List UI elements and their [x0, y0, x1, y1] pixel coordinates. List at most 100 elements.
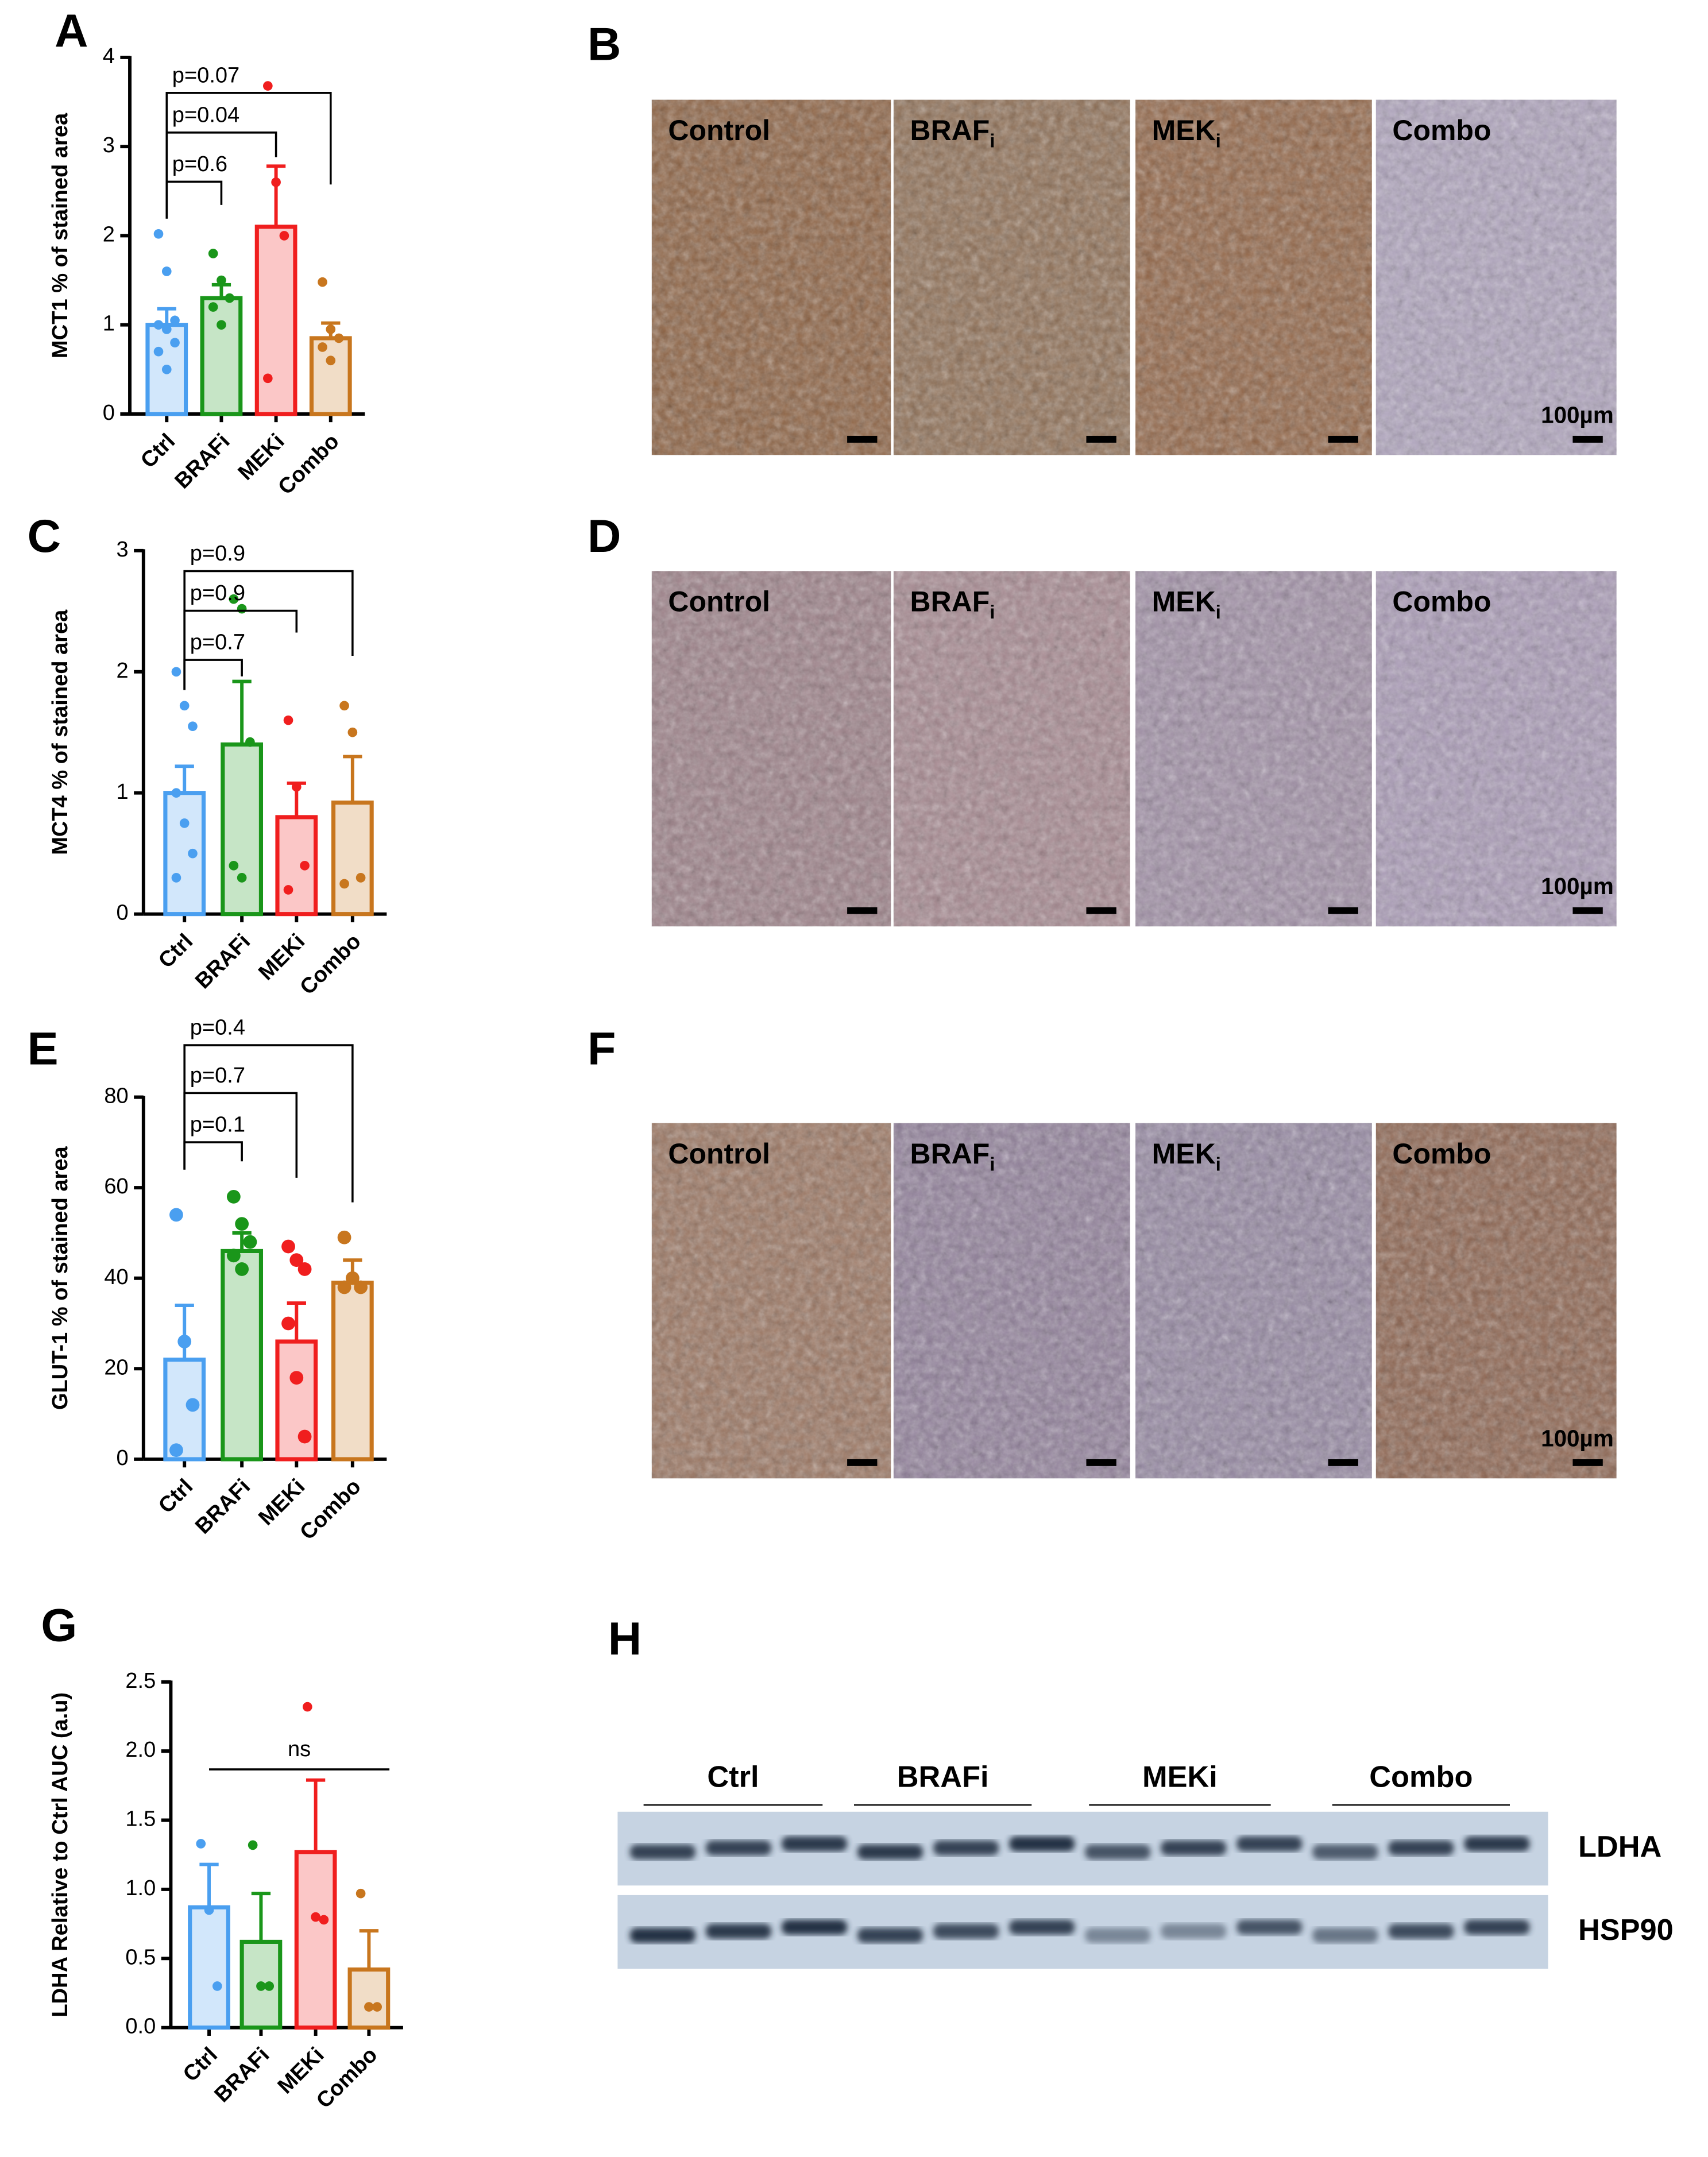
y-tick-label: 1.5	[125, 1807, 156, 1831]
blot-band	[1161, 1840, 1227, 1856]
scale-bar	[1086, 907, 1116, 914]
bar	[163, 1358, 206, 1462]
y-tick-label: 3	[116, 538, 128, 562]
data-point	[235, 1262, 249, 1276]
scale-bar	[1572, 435, 1603, 443]
data-point	[169, 1443, 183, 1458]
image-label: MEKi	[1152, 1138, 1221, 1175]
image-label-text: BRAF	[910, 1138, 990, 1170]
bar	[163, 791, 206, 917]
micrograph-texture	[1375, 99, 1617, 455]
blot-band	[1009, 1836, 1075, 1851]
data-point	[319, 1915, 329, 1925]
data-point	[188, 721, 198, 732]
y-tick-label: 20	[104, 1355, 128, 1379]
image-label-text: Control	[668, 1138, 770, 1170]
data-point	[226, 1248, 241, 1263]
data-point	[289, 1371, 304, 1385]
data-point	[281, 1316, 295, 1331]
scale-bar	[1328, 1459, 1358, 1466]
image-label: Combo	[1392, 1138, 1491, 1170]
image-label-sub: i	[1216, 1154, 1221, 1175]
blot-band	[1236, 1919, 1303, 1935]
data-point	[177, 1335, 192, 1348]
data-point	[179, 701, 190, 711]
x-tick-label: BRAFi	[191, 929, 255, 994]
image-label-text: Combo	[1392, 1138, 1491, 1170]
blot-band	[1009, 1919, 1075, 1935]
lane-group-label: MEKi	[1142, 1761, 1218, 1794]
data-point	[297, 1262, 312, 1276]
bar	[188, 1905, 230, 2030]
image-label: BRAFi	[910, 586, 995, 623]
image-label-sub: i	[990, 602, 995, 623]
data-point	[283, 715, 293, 725]
data-point	[179, 818, 190, 828]
y-tick-label: 0	[116, 901, 128, 925]
y-axis-label: LDHA Relative to Ctrl AUC (a.u)	[48, 1692, 72, 2017]
image-label-text: MEK	[1152, 114, 1216, 146]
blot-band	[781, 1919, 848, 1935]
data-point	[300, 860, 310, 871]
data-point	[204, 1905, 214, 1915]
image-label-text: Combo	[1392, 114, 1491, 146]
lane-group-label: Combo	[1369, 1761, 1473, 1794]
bar	[254, 225, 297, 416]
data-point	[337, 1280, 351, 1294]
data-point	[170, 315, 180, 326]
scale-bar	[847, 907, 878, 914]
x-tick-label: BRAFi	[210, 2043, 275, 2107]
data-point	[263, 81, 273, 91]
data-point	[347, 727, 358, 737]
data-point	[196, 1839, 206, 1849]
blot-band	[857, 1844, 923, 1860]
blot-band	[1464, 1836, 1530, 1851]
data-point	[326, 324, 336, 334]
blot-band	[1388, 1923, 1454, 1939]
data-point	[297, 1429, 312, 1444]
x-tick-label: Combo	[273, 429, 343, 499]
p-value: p=0.04	[172, 103, 239, 127]
blot-band	[629, 1928, 696, 1943]
image-label: Control	[668, 1138, 770, 1170]
data-point	[212, 1981, 222, 1991]
y-tick-label: 2	[116, 659, 128, 683]
data-point	[171, 788, 181, 798]
data-point	[355, 873, 366, 883]
p-value: p=0.4	[190, 1016, 245, 1040]
y-tick-label: 1	[116, 780, 128, 804]
significance-bracket	[165, 91, 332, 219]
blot-band	[933, 1840, 999, 1856]
bar	[331, 1281, 374, 1462]
y-tick-label: 40	[104, 1265, 128, 1289]
scale-bar	[847, 1459, 878, 1466]
data-point	[318, 277, 327, 287]
scale-bar	[847, 435, 878, 443]
image-label: Control	[668, 586, 770, 618]
p-value: p=0.1	[190, 1112, 245, 1137]
bar	[294, 1850, 337, 2030]
significance-bracket	[183, 1044, 354, 1203]
blot-band	[705, 1923, 772, 1939]
image-label: BRAFi	[910, 1138, 995, 1175]
data-point	[339, 701, 349, 711]
micrograph-texture	[893, 571, 1130, 927]
x-tick-label: Ctrl	[154, 1475, 198, 1518]
scale-label: 100µm	[1541, 1425, 1614, 1451]
data-point	[237, 873, 247, 883]
bar	[200, 296, 243, 416]
data-point	[354, 1280, 368, 1294]
y-tick-label: 2.5	[125, 1669, 156, 1693]
data-point	[186, 1398, 200, 1412]
y-axis-label: MCT1 % of stained area	[48, 113, 72, 358]
y-axis-label: MCT4 % of stained area	[48, 609, 72, 855]
data-point	[337, 1230, 351, 1244]
blot-band	[1236, 1836, 1303, 1851]
panel-letter: H	[608, 1613, 642, 1665]
data-point	[229, 860, 239, 871]
p-value: ns	[288, 1737, 311, 1761]
data-point	[153, 320, 164, 330]
image-label: Control	[668, 114, 770, 146]
micrograph-texture	[1135, 571, 1372, 927]
